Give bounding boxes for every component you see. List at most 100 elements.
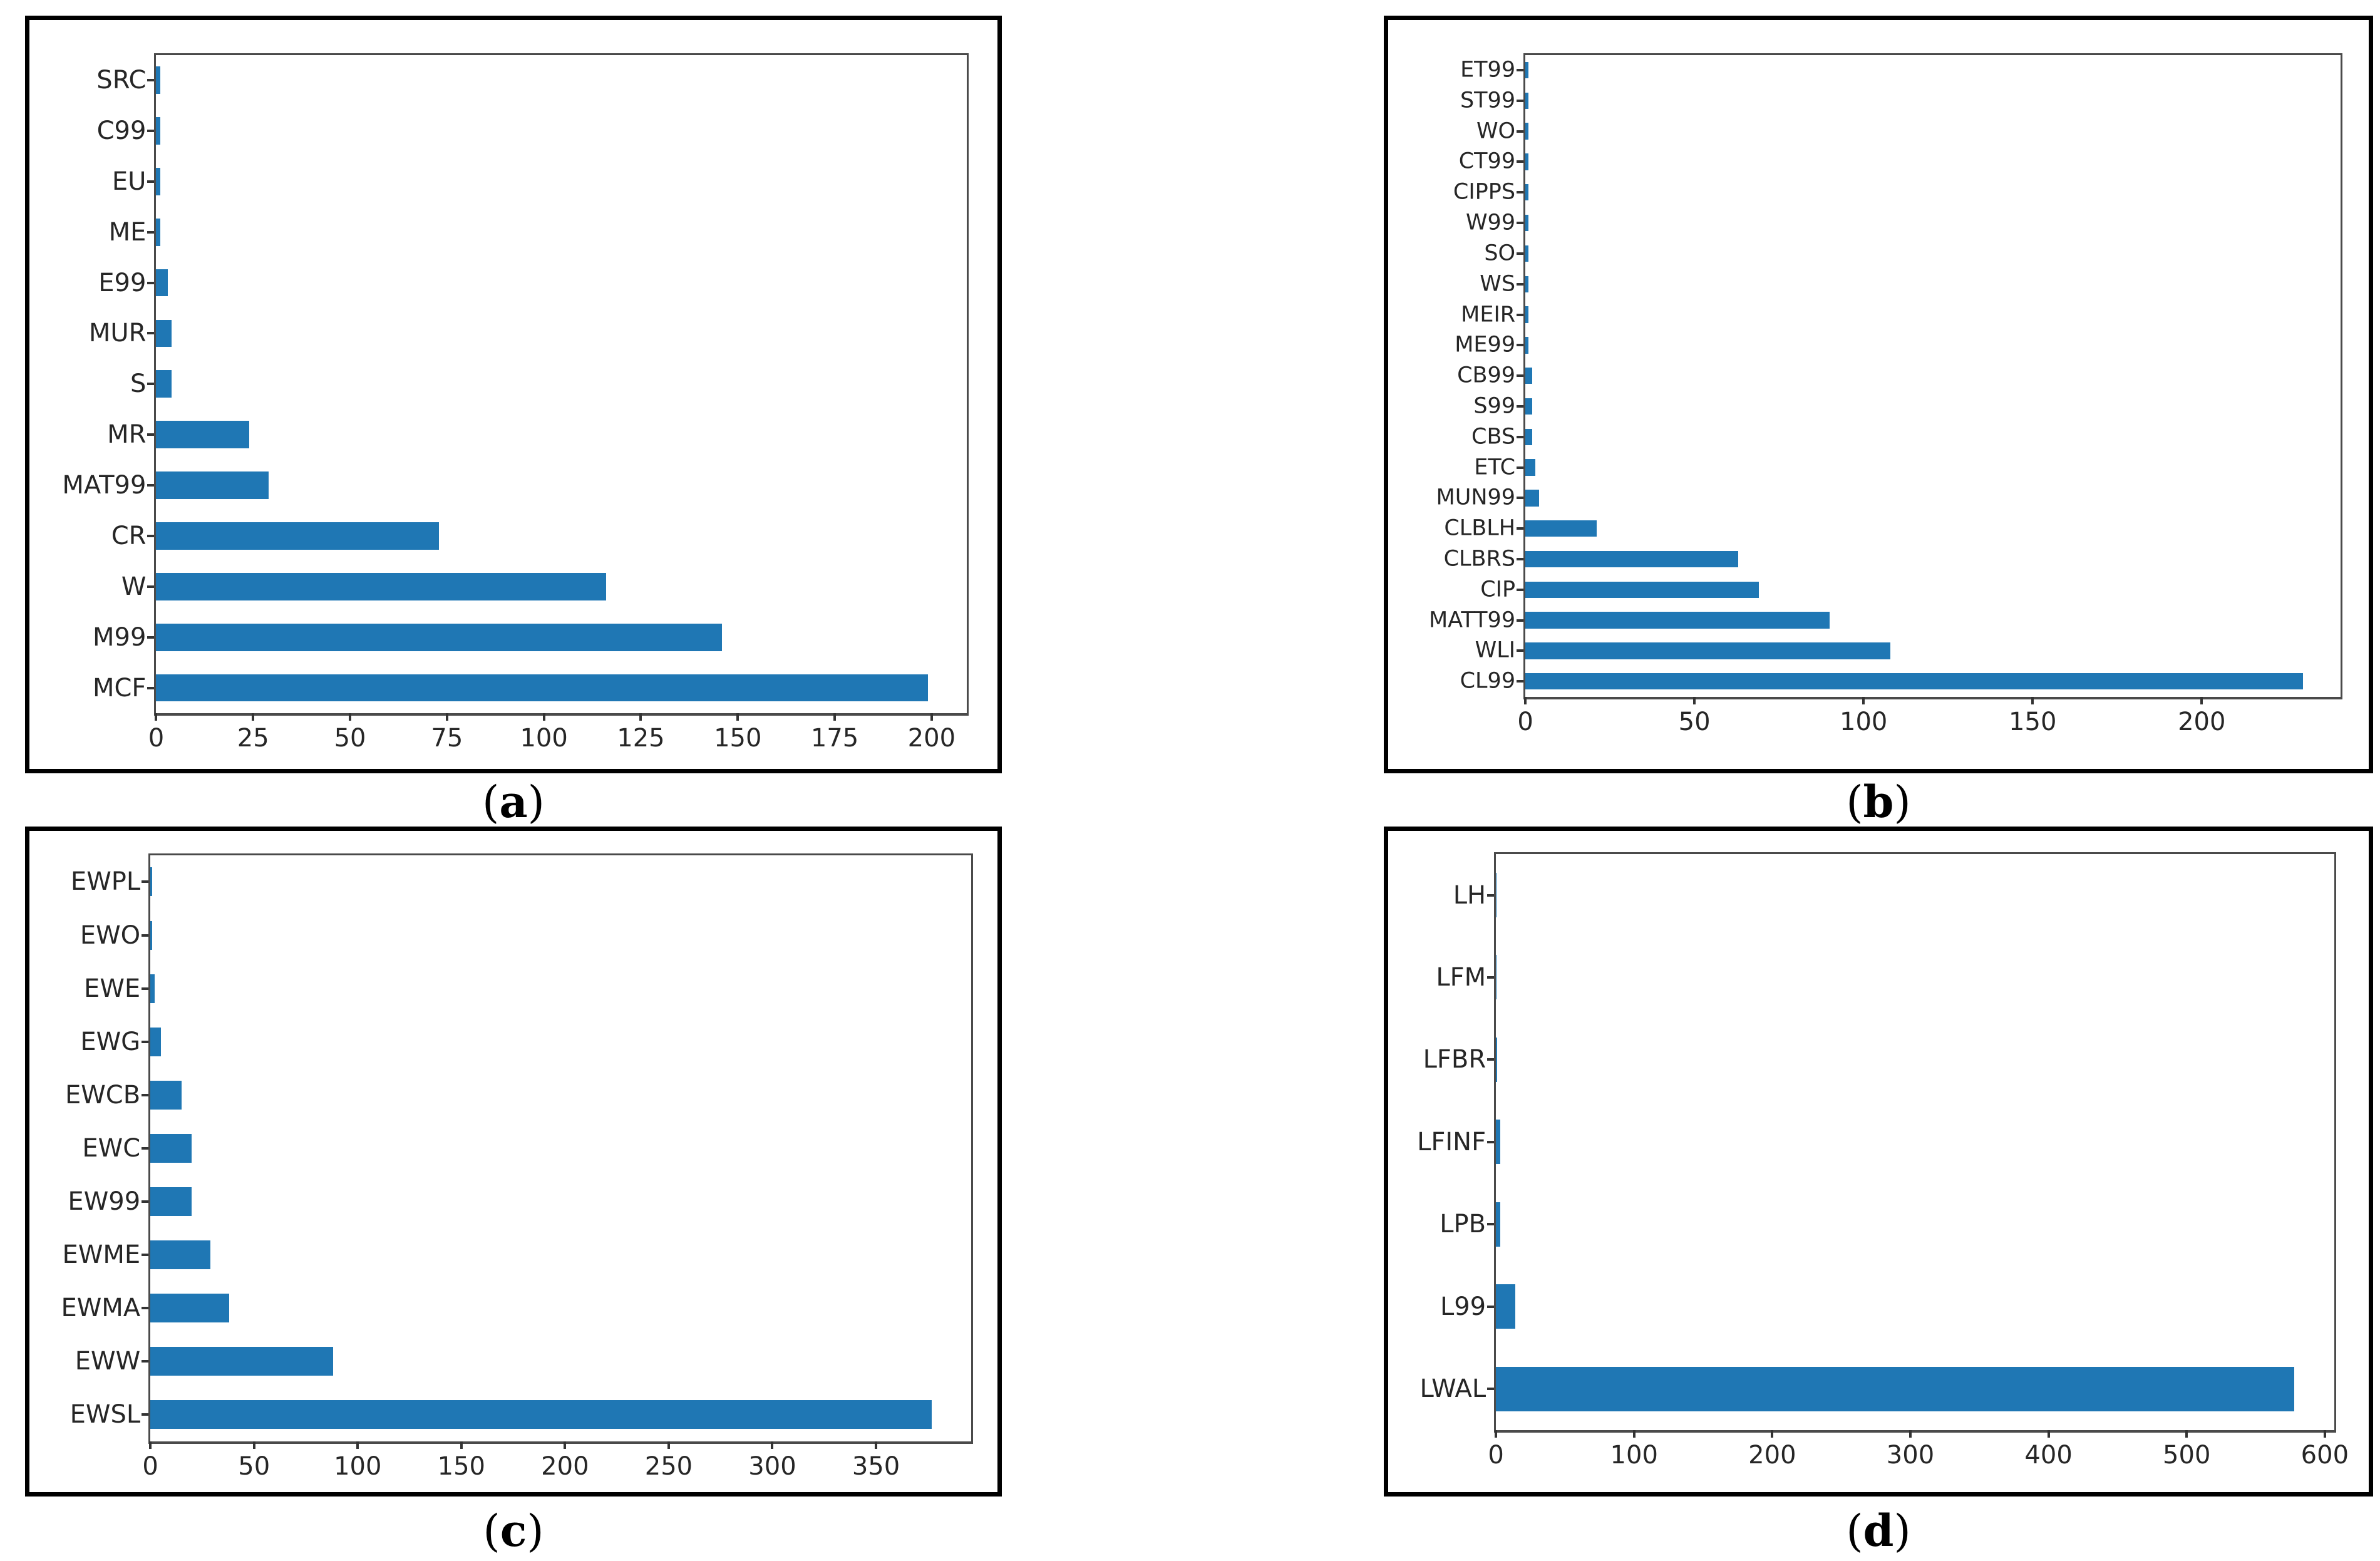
y-axis-label-CIP: CIP [1480,577,1516,602]
y-tick-mark [1517,160,1524,163]
bar-CL99 [1525,673,2304,690]
caption-a: (a) [25,778,1002,827]
y-axis-label-MR: MR [107,420,147,450]
bar-ETC [1525,459,1536,476]
y-axis-label-ST99: ST99 [1460,88,1516,113]
y-tick-mark [142,1307,149,1310]
y-axis-label-LFINF: LFINF [1417,1127,1486,1157]
y-tick-mark [147,636,155,639]
y-axis-label-ETC: ETC [1474,455,1516,480]
chart-row-CL99: CL99 [1460,666,2341,697]
y-axis-label-EWSL: EWSL [70,1400,141,1430]
chart-row-EWMA: EWMA [61,1282,971,1335]
y-axis-label-EWC: EWC [82,1133,141,1163]
y-tick-mark [1517,130,1524,133]
chart-row-WO: WO [1476,116,2341,147]
chart-row-SO: SO [1484,238,2341,269]
bar-E99 [156,269,168,297]
x-tick-mark [155,713,158,721]
caption-paren-open: ( [483,1505,500,1557]
chart-row-CIP: CIP [1480,574,2341,605]
bar-MAT99 [156,471,269,499]
y-tick-mark [147,79,155,82]
y-tick-mark [1517,404,1524,408]
x-tick-mark [349,713,352,721]
x-tick-mark [445,713,448,721]
x-tick-mark [542,713,545,721]
caption-paren-open: ( [1846,1505,1863,1557]
y-tick-mark [147,686,155,689]
y-axis-label-LFM: LFM [1436,962,1486,992]
caption-c: (c) [25,1507,1002,1555]
bar-CR [156,522,440,550]
chart-row-M99: M99 [93,612,966,662]
chart-row-SRC: SRC [96,55,966,106]
y-tick-mark [1487,1140,1495,1143]
bar-S99 [1525,398,1532,415]
y-tick-mark [142,1200,149,1203]
bar-W [156,572,606,600]
chart-row-LFINF: LFINF [1417,1101,2334,1183]
y-axis-label-LH: LH [1453,880,1486,910]
x-tick-label: 350 [852,1451,900,1481]
bar-ET99 [1525,61,1529,79]
y-tick-mark [142,880,149,884]
x-tick-label: 400 [2024,1440,2073,1470]
x-tick-label: 175 [810,724,859,753]
bar-MUN99 [1525,490,1539,507]
y-tick-mark [142,1040,149,1043]
y-axis-label-S99: S99 [1473,393,1516,419]
bar-ME99 [1525,337,1529,354]
y-axis-label-W99: W99 [1465,210,1516,235]
y-axis-label-LFBR: LFBR [1423,1045,1486,1074]
x-tick-mark [1909,1430,1912,1438]
caption-d: (d) [1384,1507,2373,1555]
y-axis-label-WLI: WLI [1475,637,1516,663]
y-tick-mark [1517,69,1524,72]
x-tick-label: 200 [907,724,956,753]
y-axis-label-EWO: EWO [80,920,141,950]
bar-ST99 [1525,92,1529,109]
y-axis-label-CB99: CB99 [1457,363,1516,388]
chart-row-MATT99: MATT99 [1429,605,2341,636]
y-tick-mark [142,1413,149,1416]
y-tick-mark [147,332,155,335]
y-tick-mark [1517,99,1524,102]
chart-row-EWPL: EWPL [71,855,971,909]
caption-paren-close: ) [527,776,545,828]
x-tick-label: 0 [142,1451,158,1481]
chart-row-CR: CR [111,510,966,561]
y-tick-mark [147,484,155,487]
x-tick-label: 100 [334,1451,382,1481]
x-tick-label: 50 [238,1451,270,1481]
y-axis-label-MATT99: MATT99 [1428,607,1516,633]
y-axis-label-CR: CR [111,521,147,550]
caption-letter-d: d [1863,1505,1894,1557]
x-tick-label: 150 [714,724,762,753]
y-axis-label-L99: L99 [1440,1292,1486,1321]
bar-WO [1525,123,1529,140]
x-tick-label: 100 [520,724,568,753]
x-tick-mark [736,713,739,721]
chart-row-LFM: LFM [1436,936,2334,1018]
y-axis-label-ME: ME [108,217,147,247]
bar-CIP [1525,581,1759,598]
chart-row-EWO: EWO [80,909,971,962]
bar-rows: SRC C99 EU ME E99 MUR S MR MAT99 CR W M99 MCF [62,55,966,713]
bar-WS [1525,276,1529,292]
bar-SRC [156,66,160,94]
x-tick-mark [356,1441,359,1449]
y-axis-label-SRC: SRC [96,66,147,95]
y-axis-label-C99: C99 [96,116,147,145]
bar-MCF [156,674,928,702]
bar-CLBRS [1525,550,1739,568]
chart-row-MUR: MUR [89,308,966,359]
y-axis-label-SO: SO [1484,240,1516,266]
bar-M99 [156,623,723,651]
chart-row-EWW: EWW [75,1335,971,1388]
y-tick-mark [1487,1223,1495,1226]
x-tick-label: 100 [1610,1440,1658,1470]
bar-C99 [156,117,160,145]
chart-row-LFBR: LFBR [1423,1019,2334,1101]
y-tick-mark [1517,588,1524,591]
